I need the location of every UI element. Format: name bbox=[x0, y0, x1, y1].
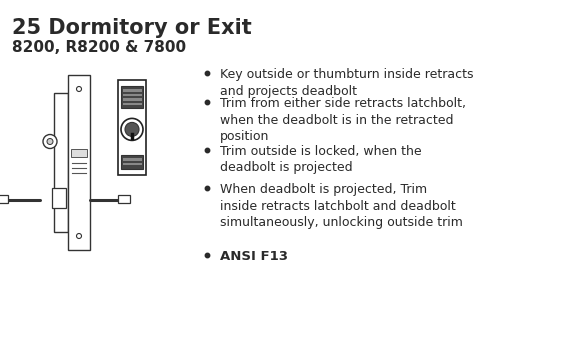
Text: ANSI F13: ANSI F13 bbox=[220, 250, 288, 263]
Circle shape bbox=[121, 118, 143, 140]
Bar bbox=[71, 148, 87, 157]
Bar bbox=[121, 155, 143, 169]
Bar bbox=[122, 162, 141, 165]
Bar bbox=[122, 98, 141, 100]
Circle shape bbox=[125, 122, 139, 136]
Bar bbox=[52, 187, 66, 208]
Bar bbox=[122, 158, 141, 161]
Bar bbox=[121, 86, 143, 108]
Bar bbox=[118, 80, 146, 175]
Circle shape bbox=[47, 139, 53, 144]
Bar bbox=[122, 103, 141, 105]
Text: 25 Dormitory or Exit: 25 Dormitory or Exit bbox=[12, 18, 252, 38]
Circle shape bbox=[43, 135, 57, 148]
Bar bbox=[118, 195, 130, 203]
Bar bbox=[122, 89, 141, 91]
Bar bbox=[0, 195, 8, 203]
Bar bbox=[68, 75, 90, 250]
Circle shape bbox=[77, 234, 81, 239]
Text: When deadbolt is projected, Trim
inside retracts latchbolt and deadbolt
simultan: When deadbolt is projected, Trim inside … bbox=[220, 183, 463, 229]
Bar bbox=[54, 93, 68, 232]
Text: Trim from either side retracts latchbolt,
when the deadbolt is in the retracted
: Trim from either side retracts latchbolt… bbox=[220, 97, 466, 143]
Bar bbox=[122, 93, 141, 96]
Circle shape bbox=[77, 87, 81, 91]
Text: Key outside or thumbturn inside retracts
and projects deadbolt: Key outside or thumbturn inside retracts… bbox=[220, 68, 474, 97]
Text: 8200, R8200 & 7800: 8200, R8200 & 7800 bbox=[12, 40, 186, 55]
Text: Trim outside is locked, when the
deadbolt is projected: Trim outside is locked, when the deadbol… bbox=[220, 145, 422, 174]
